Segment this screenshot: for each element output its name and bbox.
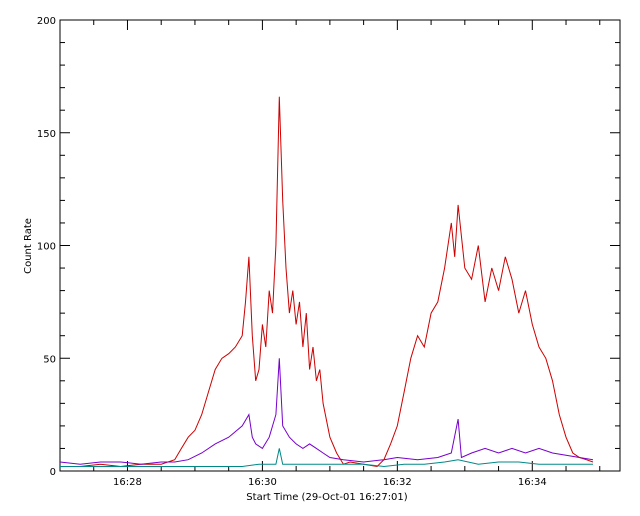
plot-frame [59,19,621,472]
y-tick-label: 150 [37,129,56,140]
x-tick-label: 16:32 [383,477,412,488]
series-line-1 [60,96,594,468]
series-layer [59,96,594,468]
x-tick-label: 16:30 [248,477,277,488]
y-tick-label: 50 [43,354,56,365]
series-line-3 [60,448,593,468]
y-tick-label: 200 [37,16,56,27]
y-axis-label: Count Rate [23,218,34,274]
x-tick-label: 16:34 [518,477,547,488]
y-tick-label: 0 [50,467,56,478]
series-line-2 [59,358,594,465]
x-tick-label: 16:28 [113,477,142,488]
y-tick-label: 100 [37,242,56,253]
x-axis-label: Start Time (29-Oct-01 16:27:01) [246,492,407,503]
axes: 0 50 100 150 200 16:28 16:30 16:32 16:34 [37,16,620,488]
